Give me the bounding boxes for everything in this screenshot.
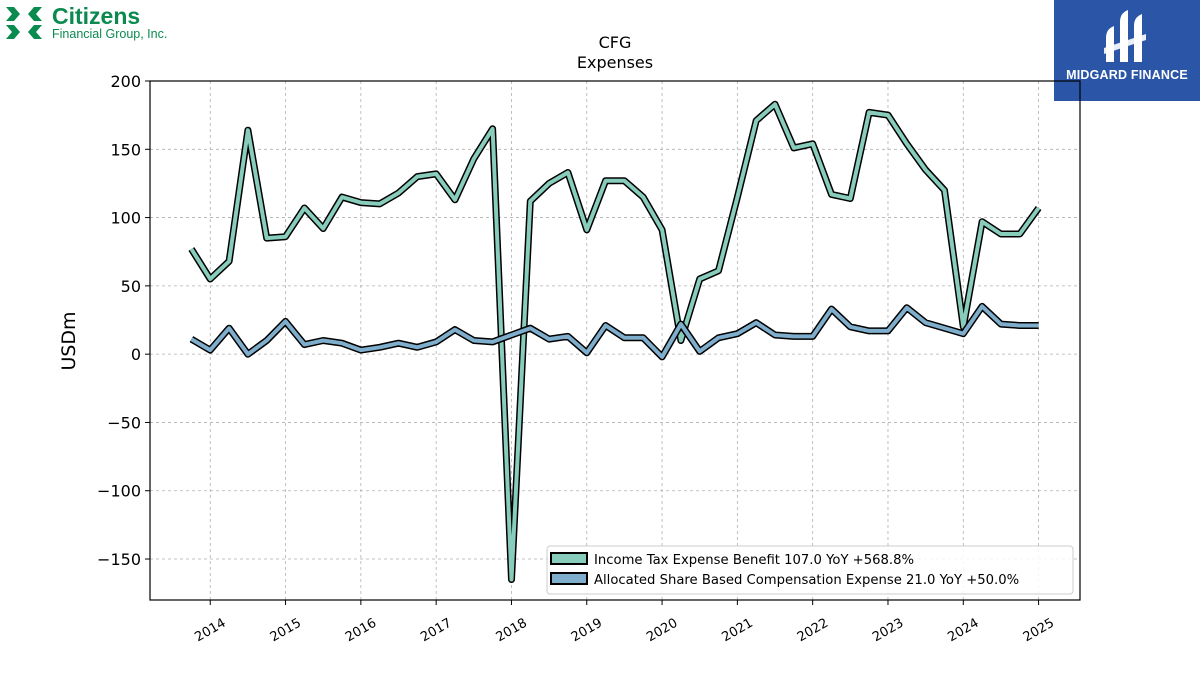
brand-subtitle: Financial Group, Inc. xyxy=(52,27,168,41)
y-tick-label: 100 xyxy=(110,209,141,228)
x-tick-label: 2024 xyxy=(945,616,981,646)
y-tick-label: −100 xyxy=(97,482,141,501)
company-logo: Citizens Financial Group, Inc. xyxy=(4,3,194,43)
y-tick-label: 200 xyxy=(110,72,141,91)
x-tick-label: 2022 xyxy=(795,616,831,646)
x-tick-label: 2023 xyxy=(870,616,906,646)
midgard-logo-icon xyxy=(1104,10,1146,62)
y-tick-label: −50 xyxy=(107,413,141,432)
x-tick-label: 2019 xyxy=(569,616,605,646)
watermark-text: MIDGARD FINANCE xyxy=(1066,68,1188,82)
legend-box xyxy=(546,545,1074,595)
x-tick-label: 2018 xyxy=(494,616,530,646)
x-tick-label: 2014 xyxy=(192,616,228,646)
chart-title: CFG xyxy=(599,33,632,52)
watermark-logo: MIDGARD FINANCE xyxy=(1054,0,1200,101)
x-tick-label: 2016 xyxy=(343,616,379,646)
y-tick-label: 50 xyxy=(121,277,141,296)
chart-subtitle: Expenses xyxy=(577,53,653,72)
y-axis-label: USDm xyxy=(58,311,80,370)
x-tick-label: 2025 xyxy=(1021,616,1057,646)
plot-frame xyxy=(149,80,1081,601)
y-tick-label: 150 xyxy=(110,140,141,159)
y-tick-label: 0 xyxy=(131,345,141,364)
legend-label: Income Tax Expense Benefit 107.0 YoY +56… xyxy=(594,553,914,568)
x-tick-label: 2017 xyxy=(418,616,454,646)
legend-swatch xyxy=(550,572,588,585)
series-2-line xyxy=(190,304,1039,359)
x-tick-label: 2021 xyxy=(720,616,756,646)
series-1-line xyxy=(189,102,1041,582)
legend-swatch xyxy=(550,552,588,565)
y-tick-label: −150 xyxy=(97,550,141,569)
legend-label: Allocated Share Based Compensation Expen… xyxy=(594,573,1019,588)
citizens-logo-icon xyxy=(6,7,42,39)
brand-name: Citizens xyxy=(52,3,141,29)
x-tick-label: 2020 xyxy=(644,616,680,646)
x-tick-label: 2015 xyxy=(268,616,304,646)
